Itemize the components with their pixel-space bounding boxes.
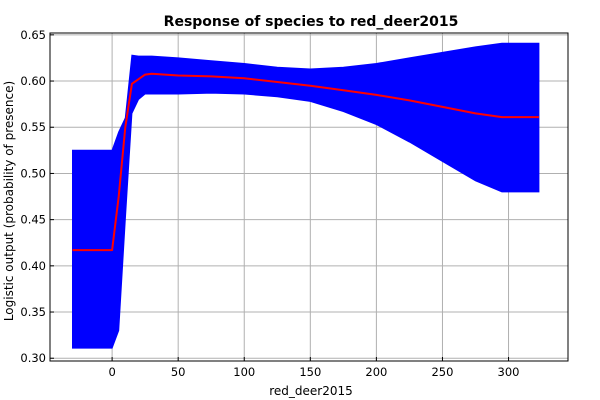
mean-response-line (72, 72, 539, 252)
y-tick-label: 0.60 (20, 74, 46, 88)
axis-ticks: 0 50 100 150 200 250 300 0.30 0.35 0.40 0.45 0.50 0.… (20, 28, 519, 379)
y-tick-label: 0.45 (20, 213, 46, 227)
confidence-band-layer (72, 42, 540, 349)
chart-title: Response of species to red_deer2015 (164, 14, 459, 30)
x-tick-label: 300 (498, 365, 520, 379)
x-tick-label: 250 (431, 365, 453, 379)
y-tick-label: 0.65 (20, 28, 46, 42)
confidence-band (72, 42, 540, 349)
y-tick-label: 0.50 (20, 166, 46, 180)
x-axis-label: red_deer2015 (269, 384, 353, 398)
x-tick-label: 150 (299, 365, 321, 379)
x-tick-label: 100 (233, 365, 255, 379)
mean-line-layer (72, 72, 539, 252)
x-tick-label: 0 (108, 365, 115, 379)
plot-frame (49, 32, 569, 362)
y-tick-label: 0.40 (20, 259, 46, 273)
y-axis-label: Logistic output (probability of presence… (2, 81, 16, 321)
x-tick-label: 50 (171, 365, 186, 379)
y-tick-label: 0.55 (20, 120, 46, 134)
x-tick-label: 200 (365, 365, 387, 379)
y-tick-label: 0.30 (20, 351, 46, 365)
y-tick-label: 0.35 (20, 305, 46, 319)
